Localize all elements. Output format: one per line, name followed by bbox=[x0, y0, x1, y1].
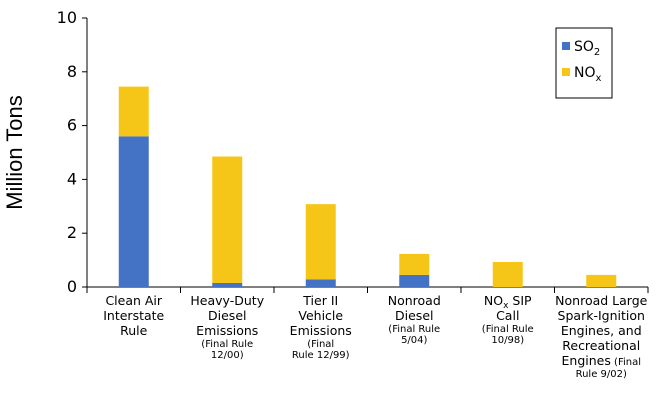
x-category-label: Recreational bbox=[562, 338, 640, 353]
x-category-label: Clean Air bbox=[105, 293, 162, 308]
y-tick-label: 8 bbox=[67, 62, 77, 81]
x-category-note: Rule 9/02) bbox=[576, 369, 627, 380]
x-category-label: Emissions bbox=[290, 323, 352, 338]
y-tick-label: 10 bbox=[57, 8, 77, 27]
x-category-note: (Final Rule bbox=[482, 324, 534, 335]
bar-nox bbox=[118, 86, 149, 137]
x-category-label: Engines (Final bbox=[562, 353, 642, 368]
y-tick-label: 2 bbox=[67, 223, 77, 242]
legend-swatch-so2 bbox=[562, 42, 570, 50]
x-category-note: (Final Rule bbox=[201, 339, 253, 350]
x-category-note: (Final Rule bbox=[388, 324, 440, 335]
bar-nox bbox=[305, 204, 336, 280]
bar-so2 bbox=[305, 279, 336, 287]
x-category-label: Nonroad bbox=[388, 293, 441, 308]
x-category-label: Engines, and bbox=[561, 323, 642, 338]
y-tick-label: 6 bbox=[67, 116, 77, 135]
x-category-label: Vehicle bbox=[298, 308, 343, 323]
bar-nox bbox=[492, 261, 523, 287]
x-category-label: NOx SIP bbox=[484, 293, 532, 311]
x-category-note: 12/00) bbox=[211, 350, 244, 361]
x-category-label: Diesel bbox=[395, 308, 433, 323]
bar-so2 bbox=[212, 282, 243, 287]
legend-swatch-nox bbox=[562, 68, 570, 76]
x-category-label: Spark-Ignition bbox=[558, 308, 645, 323]
x-category-label: Rule bbox=[120, 323, 148, 338]
x-category-label: Call bbox=[496, 308, 519, 323]
x-category-label: Tier II bbox=[302, 293, 338, 308]
x-category-label: Nonroad Large bbox=[555, 293, 647, 308]
x-category-note: 5/04) bbox=[401, 335, 427, 346]
x-category-label: Heavy-Duty bbox=[190, 293, 264, 308]
legend-label-so2: SO2 bbox=[574, 39, 600, 58]
y-tick-label: 4 bbox=[67, 169, 77, 188]
legend-box bbox=[555, 27, 613, 99]
x-category-label: Interstate bbox=[103, 308, 164, 323]
bar-so2 bbox=[399, 274, 430, 287]
x-category-note: 10/98) bbox=[491, 335, 524, 346]
x-category-note: (Final bbox=[307, 339, 334, 350]
y-axis-title: Million Tons bbox=[2, 95, 27, 210]
bar-nox bbox=[399, 253, 430, 275]
x-category-label: Diesel bbox=[208, 308, 246, 323]
bar-nox bbox=[212, 156, 243, 283]
x-category-note: Rule 12/99) bbox=[292, 350, 350, 361]
legend-label-nox: NOx bbox=[574, 65, 602, 84]
y-tick-label: 0 bbox=[67, 277, 77, 296]
bar-so2 bbox=[118, 136, 149, 287]
bar-nox bbox=[586, 274, 617, 287]
x-category-label: Emissions bbox=[196, 323, 258, 338]
